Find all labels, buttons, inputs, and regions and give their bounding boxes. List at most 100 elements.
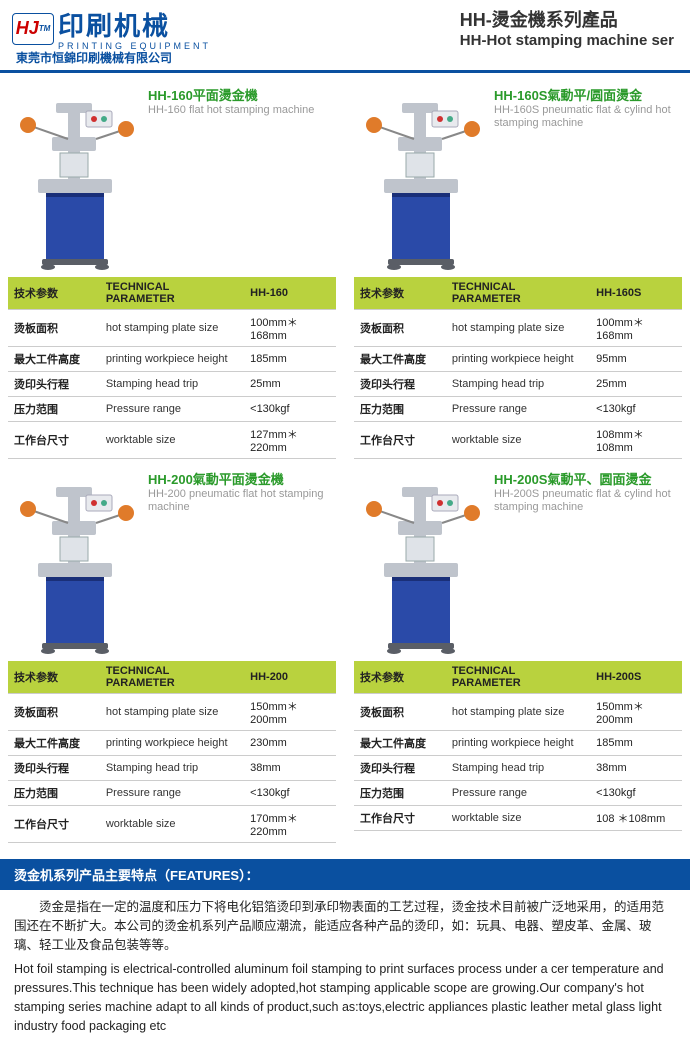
machine-illustration: [354, 83, 484, 273]
spec-value: 100mm＊168mm: [590, 310, 682, 347]
features-cn: 烫金是指在一定的温度和压力下将电化铝箔烫印到承印物表面的工艺过程，烫金技术目前被…: [14, 898, 676, 954]
header-rule: [0, 70, 690, 73]
machine-illustration: [354, 467, 484, 657]
spec-label-cn: 工作台尺寸: [354, 806, 446, 831]
spec-label-en: hot stamping plate size: [100, 694, 244, 731]
spec-label-en: hot stamping plate size: [446, 694, 590, 731]
spec-label-en: hot stamping plate size: [446, 310, 590, 347]
spec-label-en: Pressure range: [100, 781, 244, 806]
spec-label-en: worktable size: [100, 806, 244, 843]
spec-value: 108mm＊108mm: [590, 422, 682, 459]
spec-header-cn: 技术参数: [354, 277, 446, 310]
spec-value: 185mm: [244, 347, 336, 372]
spec-value: 95mm: [590, 347, 682, 372]
spec-label-cn: 烫印头行程: [8, 756, 100, 781]
spec-value: <130kgf: [590, 781, 682, 806]
product-block: HH-160平面燙金機 HH-160 flat hot stamping mac…: [8, 83, 336, 459]
spec-table: 技术参数 TECHNICAL PARAMETER HH-160 烫板面积 hot…: [8, 277, 336, 459]
spec-value: <130kgf: [244, 397, 336, 422]
product-title-en: HH-160 flat hot stamping machine: [148, 104, 314, 117]
spec-header-en: TECHNICAL PARAMETER: [446, 277, 590, 310]
spec-header-en: TECHNICAL PARAMETER: [100, 277, 244, 310]
spec-value: 150mm＊200mm: [590, 694, 682, 731]
spec-label-en: worktable size: [446, 806, 590, 831]
features-body: 烫金是指在一定的温度和压力下将电化铝箔烫印到承印物表面的工艺过程，烫金技术目前被…: [0, 898, 690, 1049]
spec-value: 170mm＊220mm: [244, 806, 336, 843]
spec-value: 100mm＊168mm: [244, 310, 336, 347]
spec-header-cn: 技术参数: [354, 661, 446, 694]
spec-value: 25mm: [590, 372, 682, 397]
spec-label-cn: 烫板面积: [354, 310, 446, 347]
products-grid: HH-160平面燙金機 HH-160 flat hot stamping mac…: [0, 79, 690, 853]
spec-label-en: printing workpiece height: [446, 731, 590, 756]
spec-label-cn: 压力范围: [8, 397, 100, 422]
features-en: Hot foil stamping is electrical-controll…: [14, 960, 676, 1035]
spec-label-cn: 烫板面积: [8, 694, 100, 731]
spec-header-model: HH-160S: [590, 277, 682, 310]
spec-value: 38mm: [590, 756, 682, 781]
spec-table: 技术参数 TECHNICAL PARAMETER HH-200 烫板面积 hot…: [8, 661, 336, 843]
product-title-en: HH-200 pneumatic flat hot stamping machi…: [148, 488, 336, 514]
product-title-en: HH-200S pneumatic flat & cylind hot stam…: [494, 488, 682, 514]
spec-label-en: Stamping head trip: [446, 372, 590, 397]
spec-label-cn: 最大工件高度: [354, 347, 446, 372]
spec-value: 38mm: [244, 756, 336, 781]
spec-label-cn: 最大工件高度: [354, 731, 446, 756]
spec-value: 230mm: [244, 731, 336, 756]
spec-label-cn: 工作台尺寸: [8, 806, 100, 843]
spec-label-cn: 最大工件高度: [8, 731, 100, 756]
spec-label-cn: 压力范围: [8, 781, 100, 806]
product-block: HH-160S氣動平/圆面燙金 HH-160S pneumatic flat &…: [354, 83, 682, 459]
spec-label-en: worktable size: [446, 422, 590, 459]
logo: HJTM 印刷机械 PRINTING EQUIPMENT: [12, 6, 211, 51]
series-title-en: HH-Hot stamping machine ser: [460, 32, 674, 49]
spec-value: <130kgf: [590, 397, 682, 422]
machine-illustration: [8, 83, 138, 273]
spec-label-cn: 最大工件高度: [8, 347, 100, 372]
logo-text-cn: 印刷机械: [58, 6, 211, 43]
spec-value: 108 ＊108mm: [590, 806, 682, 831]
spec-table: 技术参数 TECHNICAL PARAMETER HH-200S 烫板面积 ho…: [354, 661, 682, 831]
spec-label-cn: 烫板面积: [354, 694, 446, 731]
spec-label-cn: 烫印头行程: [354, 372, 446, 397]
spec-label-cn: 工作台尺寸: [8, 422, 100, 459]
features-heading: 烫金机系列产品主要特点（FEATURES）：: [0, 859, 690, 890]
series-title-cn: HH-燙金機系列產品: [460, 6, 674, 32]
spec-label-cn: 烫印头行程: [8, 372, 100, 397]
spec-label-en: Stamping head trip: [446, 756, 590, 781]
spec-header-model: HH-200S: [590, 661, 682, 694]
product-title-cn: HH-160平面燙金機: [148, 85, 314, 104]
spec-header-en: TECHNICAL PARAMETER: [100, 661, 244, 694]
spec-label-cn: 工作台尺寸: [354, 422, 446, 459]
series-title: HH-燙金機系列產品 HH-Hot stamping machine ser: [460, 6, 678, 49]
spec-value: <130kgf: [244, 781, 336, 806]
page-header: HJTM 印刷机械 PRINTING EQUIPMENT HH-燙金機系列產品 …: [0, 0, 690, 53]
spec-header-model: HH-160: [244, 277, 336, 310]
spec-label-en: printing workpiece height: [446, 347, 590, 372]
spec-label-en: Pressure range: [446, 397, 590, 422]
spec-label-cn: 烫板面积: [8, 310, 100, 347]
product-title-cn: HH-160S氣動平/圆面燙金: [494, 85, 682, 104]
product-block: HH-200S氣動平、圆面燙金 HH-200S pneumatic flat &…: [354, 467, 682, 843]
product-title-cn: HH-200S氣動平、圆面燙金: [494, 469, 682, 488]
spec-label-en: Pressure range: [446, 781, 590, 806]
spec-table: 技术参数 TECHNICAL PARAMETER HH-160S 烫板面积 ho…: [354, 277, 682, 459]
company-name: 東莞市恒錦印刷機械有限公司: [0, 49, 690, 68]
logo-chip: HJTM: [12, 13, 54, 45]
spec-label-en: worktable size: [100, 422, 244, 459]
spec-value: 127mm＊220mm: [244, 422, 336, 459]
product-block: HH-200氣動平面燙金機 HH-200 pneumatic flat hot …: [8, 467, 336, 843]
spec-value: 25mm: [244, 372, 336, 397]
spec-label-en: printing workpiece height: [100, 731, 244, 756]
spec-header-cn: 技术参数: [8, 277, 100, 310]
machine-illustration: [8, 467, 138, 657]
spec-label-cn: 压力范围: [354, 397, 446, 422]
spec-header-model: HH-200: [244, 661, 336, 694]
spec-label-en: printing workpiece height: [100, 347, 244, 372]
spec-label-cn: 压力范围: [354, 781, 446, 806]
spec-value: 150mm＊200mm: [244, 694, 336, 731]
product-title-cn: HH-200氣動平面燙金機: [148, 469, 336, 488]
spec-label-en: hot stamping plate size: [100, 310, 244, 347]
spec-label-en: Stamping head trip: [100, 372, 244, 397]
spec-label-en: Stamping head trip: [100, 756, 244, 781]
